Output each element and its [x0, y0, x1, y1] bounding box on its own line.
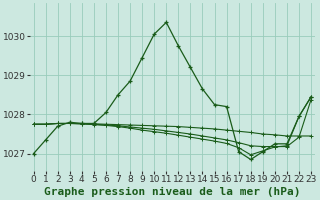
X-axis label: Graphe pression niveau de la mer (hPa): Graphe pression niveau de la mer (hPa): [44, 187, 300, 197]
